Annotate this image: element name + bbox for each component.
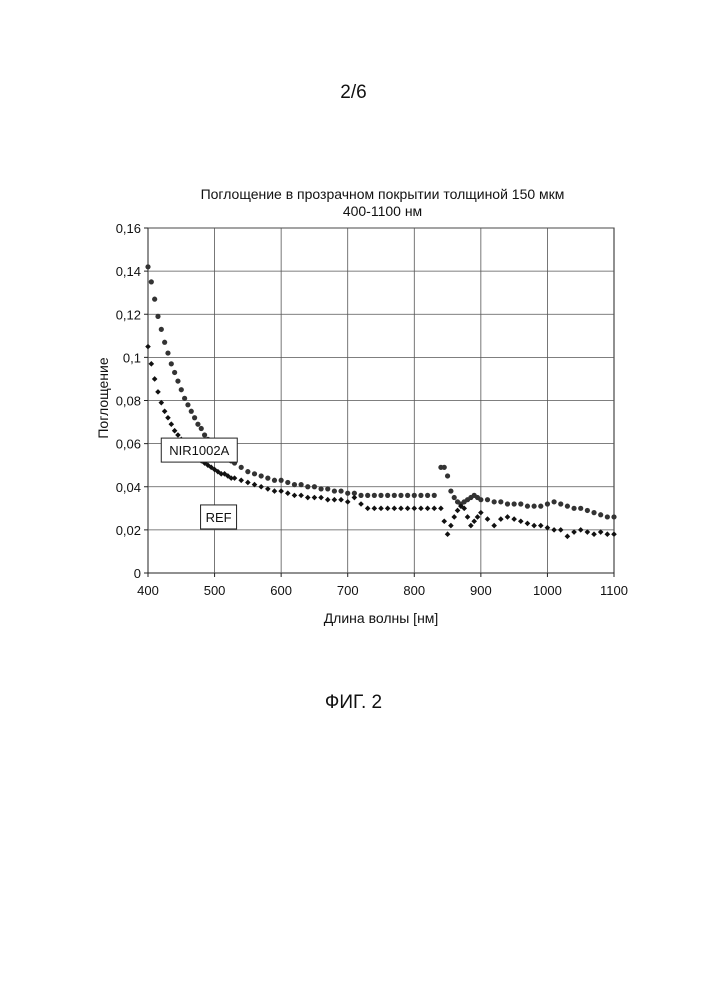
data-point-nir1002a	[452, 495, 457, 500]
data-point-nir1002a	[202, 432, 207, 437]
data-point-nir1002a	[518, 501, 523, 506]
x-tick-label: 700	[337, 583, 359, 598]
data-point-nir1002a	[405, 493, 410, 498]
data-point-nir1002a	[155, 314, 160, 319]
data-point-nir1002a	[179, 387, 184, 392]
data-point-nir1002a	[252, 471, 257, 476]
data-point-nir1002a	[365, 493, 370, 498]
x-tick-label: 1100	[600, 583, 628, 598]
series-label: NIR1002A	[169, 443, 229, 458]
data-point-nir1002a	[172, 370, 177, 375]
y-tick-label: 0,1	[123, 350, 141, 365]
data-point-nir1002a	[169, 361, 174, 366]
data-point-nir1002a	[192, 415, 197, 420]
data-point-nir1002a	[189, 409, 194, 414]
x-tick-label: 400	[137, 583, 159, 598]
data-point-nir1002a	[195, 422, 200, 427]
data-point-nir1002a	[245, 469, 250, 474]
data-point-nir1002a	[175, 378, 180, 383]
data-point-nir1002a	[398, 493, 403, 498]
data-point-nir1002a	[372, 493, 377, 498]
data-point-nir1002a	[279, 478, 284, 483]
data-point-nir1002a	[299, 482, 304, 487]
data-point-nir1002a	[551, 499, 556, 504]
data-point-nir1002a	[312, 484, 317, 489]
data-point-nir1002a	[325, 486, 330, 491]
data-point-nir1002a	[591, 510, 596, 515]
data-point-nir1002a	[485, 497, 490, 502]
y-tick-label: 0,16	[116, 221, 141, 236]
x-tick-label: 1000	[533, 583, 562, 598]
data-point-nir1002a	[285, 480, 290, 485]
data-point-nir1002a	[385, 493, 390, 498]
x-tick-label: 900	[470, 583, 492, 598]
y-tick-label: 0,02	[116, 523, 141, 538]
data-point-nir1002a	[598, 512, 603, 517]
figure-caption: ФИГ. 2	[0, 692, 707, 714]
data-point-nir1002a	[392, 493, 397, 498]
data-point-nir1002a	[505, 501, 510, 506]
y-tick-label: 0,06	[116, 437, 141, 452]
data-point-nir1002a	[432, 493, 437, 498]
data-point-nir1002a	[571, 506, 576, 511]
data-point-nir1002a	[578, 506, 583, 511]
data-point-nir1002a	[538, 504, 543, 509]
x-tick-label: 600	[270, 583, 292, 598]
data-point-nir1002a	[162, 340, 167, 345]
data-point-nir1002a	[412, 493, 417, 498]
data-point-nir1002a	[199, 426, 204, 431]
data-point-nir1002a	[378, 493, 383, 498]
data-point-nir1002a	[545, 501, 550, 506]
data-point-nir1002a	[265, 476, 270, 481]
data-point-nir1002a	[345, 491, 350, 496]
data-point-nir1002a	[512, 501, 517, 506]
data-point-nir1002a	[318, 486, 323, 491]
data-point-nir1002a	[442, 465, 447, 470]
data-point-nir1002a	[358, 493, 363, 498]
data-point-nir1002a	[239, 465, 244, 470]
data-point-nir1002a	[492, 499, 497, 504]
data-point-nir1002a	[272, 478, 277, 483]
data-point-nir1002a	[448, 488, 453, 493]
data-point-nir1002a	[152, 297, 157, 302]
data-point-nir1002a	[165, 350, 170, 355]
data-point-nir1002a	[478, 497, 483, 502]
data-point-nir1002a	[585, 508, 590, 513]
data-point-nir1002a	[418, 493, 423, 498]
y-tick-label: 0,12	[116, 307, 141, 322]
data-point-nir1002a	[611, 514, 616, 519]
data-point-nir1002a	[605, 514, 610, 519]
data-point-nir1002a	[292, 482, 297, 487]
data-point-nir1002a	[185, 402, 190, 407]
x-axis-label: Длина волны [нм]	[148, 610, 614, 626]
y-tick-label: 0,08	[116, 394, 141, 409]
data-point-nir1002a	[338, 488, 343, 493]
data-point-nir1002a	[305, 484, 310, 489]
data-point-nir1002a	[182, 396, 187, 401]
data-point-nir1002a	[532, 504, 537, 509]
data-point-nir1002a	[159, 327, 164, 332]
data-point-nir1002a	[425, 493, 430, 498]
x-tick-label: 500	[204, 583, 226, 598]
data-point-nir1002a	[498, 499, 503, 504]
data-point-nir1002a	[525, 504, 530, 509]
y-tick-label: 0,04	[116, 480, 141, 495]
data-point-nir1002a	[145, 264, 150, 269]
data-point-nir1002a	[332, 488, 337, 493]
data-point-nir1002a	[565, 504, 570, 509]
series-label: REF	[206, 510, 232, 525]
y-tick-label: 0,14	[116, 264, 141, 279]
x-tick-label: 800	[403, 583, 425, 598]
data-point-nir1002a	[445, 473, 450, 478]
data-point-nir1002a	[259, 473, 264, 478]
y-tick-label: 0	[134, 566, 141, 581]
y-axis-label: Поглощение	[95, 357, 111, 438]
data-point-nir1002a	[558, 501, 563, 506]
data-point-nir1002a	[149, 279, 154, 284]
